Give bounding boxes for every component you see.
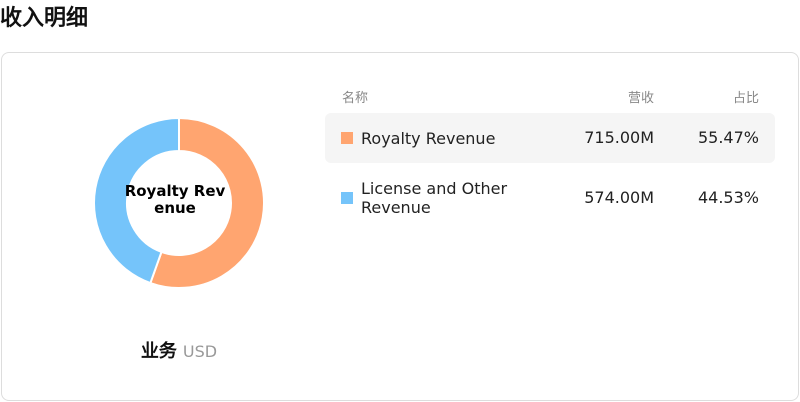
legend-swatch [341, 132, 353, 144]
footer-title: 业务 [140, 341, 177, 362]
row-share: 44.53% [697, 188, 759, 207]
card [1, 52, 799, 401]
donut-slice [93, 116, 180, 285]
legend-swatch [341, 192, 353, 204]
center-label: Royalty Revenue [124, 182, 226, 217]
footer-unit: USD [182, 342, 218, 361]
footer: 业务 USD [0, 337, 358, 363]
row-highlight [325, 113, 775, 163]
header-name: 名称 [342, 91, 369, 106]
header-revenue: 营收 [627, 91, 654, 106]
page-title: 收入明细 [0, 6, 89, 31]
row-name: License and Other Revenue [361, 179, 508, 217]
row-revenue: 715.00M [584, 128, 654, 147]
row-share: 55.47% [697, 128, 759, 147]
donut-slice [149, 116, 265, 289]
row-name: Royalty Revenue [361, 128, 496, 148]
header-share: 占比 [732, 91, 759, 106]
row-revenue: 574.00M [584, 188, 654, 207]
